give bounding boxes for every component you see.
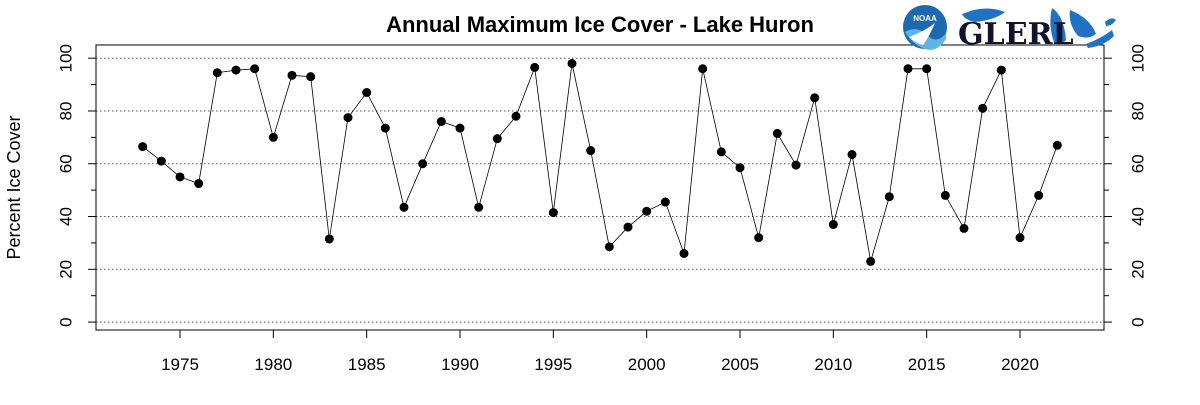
data-point (268, 132, 278, 142)
y-tick-label-left: 20 (56, 260, 75, 279)
data-point (306, 72, 316, 82)
data-point (716, 147, 726, 157)
data-point (604, 242, 614, 252)
y-tick-label-right: 100 (1128, 44, 1147, 72)
data-point (231, 65, 241, 75)
y-tick-label-right: 60 (1128, 154, 1147, 173)
data-point (586, 146, 596, 156)
data-point (884, 192, 894, 202)
chart-title: Annual Maximum Ice Cover - Lake Huron (386, 12, 814, 37)
data-point (194, 179, 204, 189)
data-point (455, 123, 465, 133)
data-point (679, 248, 689, 258)
x-tick-label: 1985 (348, 355, 386, 374)
data-point (175, 172, 185, 182)
y-tick-label-left: 100 (56, 44, 75, 72)
x-tick-label: 2010 (814, 355, 852, 374)
data-point (324, 234, 334, 244)
y-tick-label-left: 0 (56, 317, 75, 326)
data-point (866, 256, 876, 266)
y-tick-label-left: 60 (56, 154, 75, 173)
y-tick-label-left: 40 (56, 207, 75, 226)
grid-lines (96, 57, 1104, 323)
data-point (156, 156, 166, 166)
data-point (698, 64, 708, 74)
data-point (567, 58, 577, 68)
data-point (362, 88, 372, 97)
axes: 1975 1980 1985 1990 1995 2000 2005 2010 2015 2020… (56, 44, 1147, 374)
data-point (642, 206, 652, 216)
x-tick-label: 1980 (254, 355, 292, 374)
data-point (754, 233, 764, 243)
glerl-logo: GLERL (958, 8, 1116, 52)
x-tick-label: 2020 (1001, 355, 1039, 374)
data-point (418, 159, 428, 169)
data-point (530, 62, 540, 72)
noaa-logo-text: NOAA (913, 14, 937, 23)
y-tick-label-right: 40 (1128, 207, 1147, 226)
glerl-logo-text: GLERL (958, 17, 1074, 52)
y-axis-label: Percent Ice Cover (4, 115, 24, 259)
data-point (922, 64, 932, 74)
data-point (772, 128, 782, 138)
data-point (343, 113, 353, 123)
x-tick-label: 2015 (908, 355, 946, 374)
data-point (828, 219, 838, 229)
data-point (996, 65, 1006, 75)
x-tick-label: 1990 (441, 355, 479, 374)
series-line (142, 63, 1058, 262)
data-point (940, 190, 950, 200)
data-point (978, 103, 988, 113)
data-point (474, 202, 484, 212)
data-point (1052, 140, 1062, 150)
data-point (810, 93, 820, 103)
data-point (791, 160, 801, 170)
y-tick-label-right: 80 (1128, 102, 1147, 121)
data-point (959, 223, 969, 233)
data-point (548, 208, 558, 218)
data-point (380, 123, 390, 133)
data-point (212, 68, 222, 78)
data-point (1034, 190, 1044, 200)
x-tick-label: 2005 (721, 355, 759, 374)
plot-frame (95, 44, 1105, 331)
data-point (399, 202, 409, 212)
series-ice-cover (142, 63, 1058, 262)
noaa-logo: NOAA (903, 5, 947, 50)
y-tick-label-right: 0 (1128, 317, 1147, 326)
data-point (623, 222, 633, 232)
data-point (287, 70, 297, 80)
data-point (735, 163, 745, 173)
x-tick-label: 2000 (628, 355, 666, 374)
x-tick-label: 1975 (161, 355, 199, 374)
data-point (847, 150, 857, 160)
data-point (436, 117, 446, 127)
y-tick-label-left: 80 (56, 102, 75, 121)
y-tick-label-right: 20 (1128, 260, 1147, 279)
x-tick-label: 1995 (534, 355, 572, 374)
data-point (492, 134, 502, 144)
data-point (903, 64, 913, 74)
data-point (250, 64, 260, 74)
data-point (660, 197, 670, 207)
data-point (511, 111, 521, 121)
data-point (1015, 233, 1025, 243)
data-points (138, 58, 1062, 266)
data-point (138, 142, 148, 152)
